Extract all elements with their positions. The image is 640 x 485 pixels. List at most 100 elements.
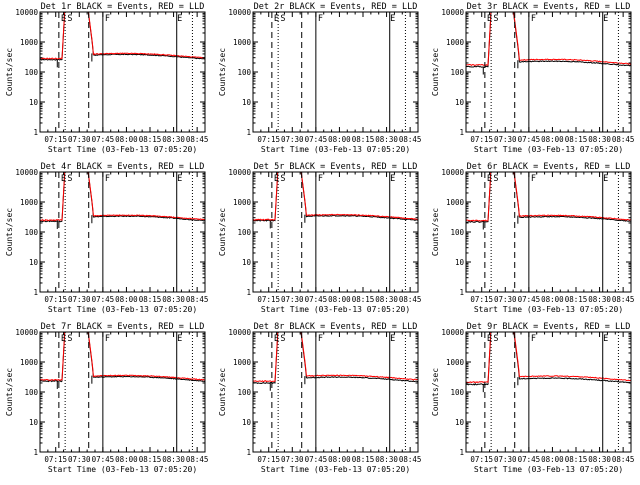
y-tick-label: 10000 xyxy=(441,168,464,177)
y-tick-label: 10000 xyxy=(441,328,464,337)
x-tick-label: 08:15 xyxy=(352,455,375,464)
panel-title: Det 3r BLACK = Events, RED = LLD xyxy=(467,2,631,12)
marker-label: E xyxy=(177,174,182,184)
events-series xyxy=(40,332,205,383)
events-series xyxy=(253,332,418,385)
x-tick-label: 08:00 xyxy=(541,455,564,464)
x-tick-label: 07:45 xyxy=(518,455,541,464)
y-tick-label: 100 xyxy=(24,68,38,77)
x-tick-label: 08:45 xyxy=(399,455,422,464)
marker-label: F xyxy=(105,14,110,24)
marker-label: F xyxy=(318,14,323,24)
x-tick-label: 07:30 xyxy=(281,455,304,464)
y-tick-label: 1 xyxy=(33,288,38,297)
plot-area xyxy=(253,332,418,391)
y-tick-label: 100 xyxy=(450,68,464,77)
x-tick-label: 08:45 xyxy=(399,295,422,304)
y-axis-label: Counts/sec xyxy=(218,208,227,256)
marker-label: E xyxy=(177,14,182,24)
x-tick-label: 08:45 xyxy=(612,455,635,464)
x-axis-label: Start Time (03-Feb-13 07:05:20) xyxy=(48,145,197,154)
x-tick-label: 08:00 xyxy=(541,295,564,304)
x-tick-label: 08:30 xyxy=(588,455,611,464)
y-tick-label: 10 xyxy=(455,98,465,107)
y-tick-label: 10 xyxy=(29,258,39,267)
x-axis-label: Start Time (03-Feb-13 07:05:20) xyxy=(474,465,623,474)
x-tick-label: 08:30 xyxy=(162,455,185,464)
x-tick-label: 08:45 xyxy=(186,455,209,464)
marker-label: S xyxy=(493,334,498,344)
lld-series xyxy=(466,172,631,222)
x-tick-label: 08:15 xyxy=(352,295,375,304)
panel-title: Det 7r BLACK = Events, RED = LLD xyxy=(41,322,205,332)
x-tick-label: 07:15 xyxy=(44,455,67,464)
events-series xyxy=(466,172,631,223)
x-axis-label: Start Time (03-Feb-13 07:05:20) xyxy=(261,465,410,474)
y-tick-label: 10000 xyxy=(228,168,251,177)
y-tick-label: 10 xyxy=(242,98,252,107)
y-tick-label: 10000 xyxy=(15,8,38,17)
x-tick-label: 07:15 xyxy=(470,135,493,144)
plot-area xyxy=(466,172,631,230)
marker-label: S xyxy=(67,174,72,184)
x-axis-label: Start Time (03-Feb-13 07:05:20) xyxy=(261,305,410,314)
y-tick-label: 1000 xyxy=(233,38,252,47)
marker-label: E xyxy=(61,334,66,344)
marker-label: E xyxy=(61,14,66,24)
marker-label: E xyxy=(603,334,608,344)
x-axis-label: Start Time (03-Feb-13 07:05:20) xyxy=(48,305,197,314)
marker-label: E xyxy=(390,334,395,344)
x-tick-label: 08:30 xyxy=(162,135,185,144)
marker-label: S xyxy=(280,334,285,344)
plot-area xyxy=(40,332,205,389)
x-tick-label: 08:15 xyxy=(565,295,588,304)
y-tick-label: 10 xyxy=(29,418,39,427)
lld-series xyxy=(40,332,205,381)
marker-label: S xyxy=(493,14,498,24)
x-tick-label: 08:15 xyxy=(565,455,588,464)
marker-label: S xyxy=(493,174,498,184)
events-series xyxy=(466,12,631,68)
plot-area xyxy=(466,12,631,75)
x-tick-label: 08:45 xyxy=(186,135,209,144)
y-tick-label: 10000 xyxy=(441,8,464,17)
marker-label: E xyxy=(274,14,279,24)
marker-label: E xyxy=(487,14,492,24)
x-tick-label: 07:45 xyxy=(305,455,328,464)
marker-label: F xyxy=(318,334,323,344)
x-tick-label: 07:30 xyxy=(68,295,91,304)
marker-label: F xyxy=(531,334,536,344)
x-tick-label: 08:30 xyxy=(375,295,398,304)
y-tick-label: 1 xyxy=(459,288,464,297)
x-axis-label: Start Time (03-Feb-13 07:05:20) xyxy=(261,145,410,154)
events-series xyxy=(466,332,631,386)
events-series xyxy=(40,172,205,223)
x-tick-label: 08:45 xyxy=(612,295,635,304)
y-axis-label: Counts/sec xyxy=(5,48,14,96)
x-tick-label: 08:45 xyxy=(186,295,209,304)
x-tick-label: 08:30 xyxy=(588,295,611,304)
y-tick-label: 1 xyxy=(459,128,464,137)
marker-label: E xyxy=(390,174,395,184)
y-tick-label: 100 xyxy=(450,228,464,237)
y-tick-label: 10000 xyxy=(228,328,251,337)
x-tick-label: 07:30 xyxy=(68,135,91,144)
x-tick-label: 07:15 xyxy=(44,295,67,304)
y-tick-label: 10 xyxy=(455,258,465,267)
y-tick-label: 100 xyxy=(237,228,251,237)
x-tick-label: 08:00 xyxy=(328,455,351,464)
y-tick-label: 10000 xyxy=(15,168,38,177)
x-tick-label: 08:15 xyxy=(139,135,162,144)
marker-label: E xyxy=(603,14,608,24)
x-tick-label: 08:30 xyxy=(162,295,185,304)
x-tick-label: 07:30 xyxy=(494,135,517,144)
x-tick-label: 08:00 xyxy=(115,455,138,464)
x-axis-label: Start Time (03-Feb-13 07:05:20) xyxy=(474,305,623,314)
panel-title: Det 8r BLACK = Events, RED = LLD xyxy=(254,322,418,332)
y-axis-label: Counts/sec xyxy=(431,48,440,96)
